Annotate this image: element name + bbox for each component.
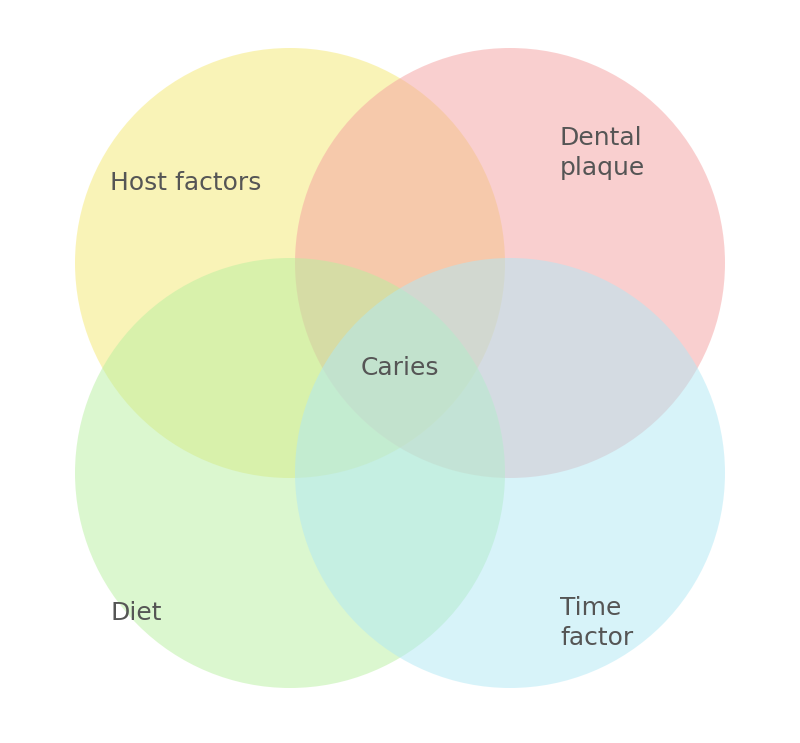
Text: Dental
plaque: Dental plaque (560, 126, 646, 180)
Text: Host factors: Host factors (110, 171, 262, 195)
Text: Diet: Diet (110, 601, 162, 625)
Circle shape (295, 48, 725, 478)
Circle shape (295, 258, 725, 688)
Circle shape (75, 258, 505, 688)
Text: Time
factor: Time factor (560, 596, 634, 650)
Circle shape (75, 48, 505, 478)
Text: Caries: Caries (361, 356, 439, 380)
